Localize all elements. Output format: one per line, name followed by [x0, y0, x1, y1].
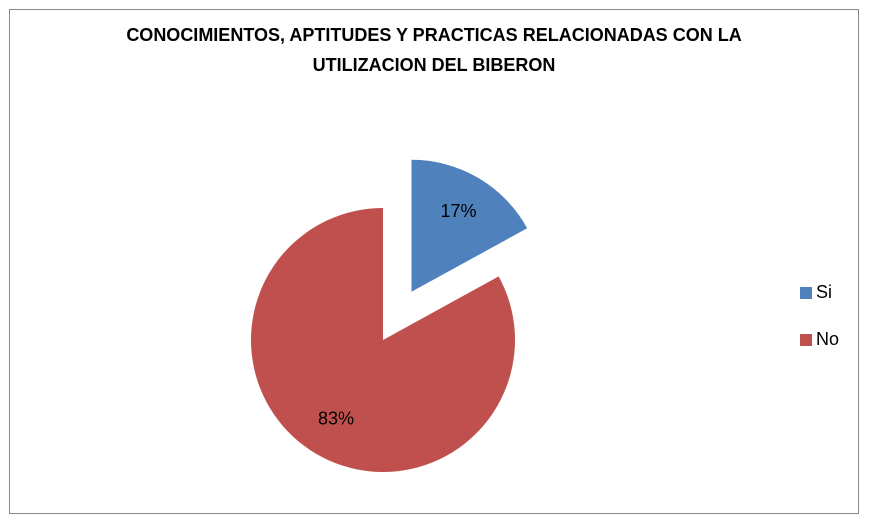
- legend-label: No: [816, 329, 839, 349]
- pie-slice: [411, 159, 528, 292]
- legend-label: Si: [816, 282, 832, 302]
- chart-title: CONOCIMIENTOS, APTITUDES Y PRACTICAS REL…: [126, 25, 742, 75]
- legend-swatch: [800, 287, 812, 299]
- data-label: 17%: [441, 201, 477, 221]
- legend-swatch: [800, 334, 812, 346]
- pie-slice: [251, 208, 516, 473]
- data-label: 83%: [318, 408, 354, 428]
